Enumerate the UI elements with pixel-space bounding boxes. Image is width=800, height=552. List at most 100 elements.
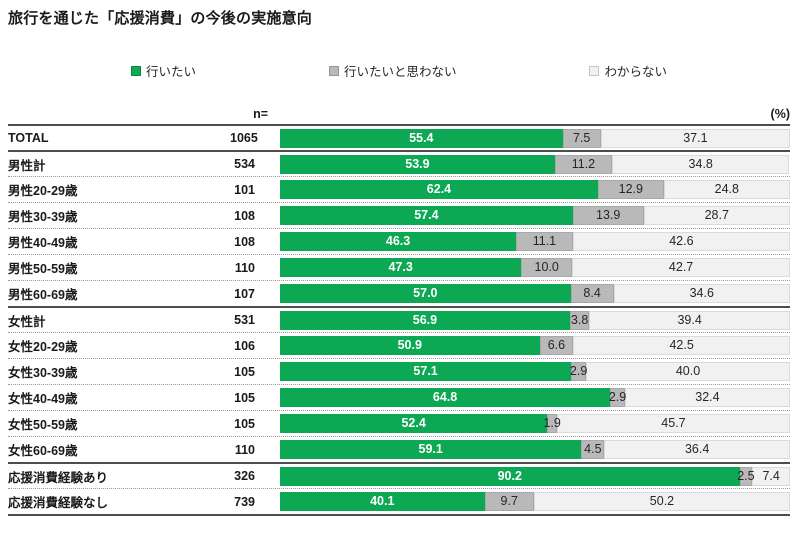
- stacked-bar: 47.3 10.0 42.7: [280, 258, 790, 277]
- row-n-value: 105: [234, 390, 255, 405]
- row-n-value: 739: [234, 494, 255, 509]
- segment-value: 11.2: [571, 156, 596, 171]
- chart-title: 旅行を通じた「応援消費」の今後の実施意向: [8, 10, 313, 27]
- segment-value: 42.7: [668, 260, 694, 275]
- row-label: 男性50-59歳: [8, 262, 78, 276]
- legend: 行いたい 行いたいと思わない わからない: [131, 61, 667, 80]
- bar-segment-not-want: 10.0: [521, 258, 573, 277]
- row-label: 女性計: [8, 314, 46, 329]
- segment-value: 9.7: [500, 494, 518, 509]
- row-n-value: 531: [234, 313, 255, 327]
- bar-segment-unknown: 40.0: [585, 362, 790, 381]
- segment-value: 59.1: [418, 442, 443, 457]
- bar-segment-want: 55.4: [280, 128, 563, 148]
- table-row: 女性計 531 56.9 3.8 39.4: [8, 306, 790, 332]
- row-label: 女性20-29歳: [8, 340, 78, 354]
- bar-segment-not-want: 9.7: [484, 492, 534, 511]
- row-n-value: 101: [234, 182, 255, 197]
- row-label: 男性40-49歳: [8, 236, 78, 250]
- bar-segment-unknown: 34.8: [611, 154, 790, 174]
- legend-item: わからない: [589, 61, 667, 80]
- stacked-bar: 46.3 11.1 42.6: [280, 232, 790, 251]
- bar-segment-not-want: 13.9: [572, 206, 644, 225]
- row-label: 応援消費経験なし: [8, 496, 109, 510]
- stacked-bar: 52.4 1.9 45.7: [280, 414, 790, 433]
- segment-value: 57.1: [413, 364, 438, 379]
- segment-value: 39.4: [677, 312, 702, 327]
- bar-segment-want: 59.1: [280, 440, 582, 459]
- row-label: 女性50-59歳: [8, 418, 78, 432]
- bar-segment-want: 50.9: [280, 336, 540, 355]
- legend-item: 行いたいと思わない: [328, 61, 457, 80]
- chart-rows: TOTAL 1065 55.4 7.5 37.1 男性計 534 53.9 11.2 34.8 男性…: [8, 124, 790, 516]
- stacked-bar: 90.2 2.5 7.4: [280, 466, 790, 486]
- stacked-bar: 50.9 6.6 42.5: [280, 336, 790, 355]
- bar-segment-not-want: 8.4: [570, 284, 614, 303]
- legend-label: 行いたい: [146, 65, 197, 79]
- segment-value: 11.1: [532, 234, 557, 249]
- bar-segment-want: 40.1: [280, 492, 485, 511]
- bar-segment-unknown: 7.4: [752, 466, 790, 486]
- legend-swatch-2: [589, 65, 600, 76]
- table-row: 応援消費経験なし 739 40.1 9.7 50.2: [8, 488, 790, 514]
- bar-segment-not-want: 4.5: [581, 440, 605, 459]
- bar-segment-unknown: 28.7: [643, 206, 790, 225]
- row-n-value: 107: [234, 286, 255, 301]
- segment-value: 28.7: [704, 208, 729, 223]
- row-label: 男性60-69歳: [8, 288, 78, 302]
- segment-value: 50.2: [649, 494, 675, 509]
- legend-swatch-0: [131, 65, 141, 76]
- segment-value: 34.8: [688, 156, 713, 171]
- row-label: 男性30-39歳: [8, 210, 78, 224]
- segment-value: 46.3: [385, 234, 411, 249]
- bar-segment-not-want: 1.9: [543, 414, 561, 433]
- segment-value: 62.4: [426, 182, 452, 197]
- table-row: 男性60-69歳 107 57.0 8.4 34.6: [8, 280, 790, 306]
- stacked-bar: 59.1 4.5 36.4: [280, 440, 790, 459]
- row-n-value: 326: [234, 469, 255, 483]
- percent-unit-label: (%): [770, 107, 790, 121]
- segment-value: 2.9: [569, 364, 588, 379]
- segment-value: 2.9: [608, 390, 627, 405]
- segment-value: 32.4: [695, 390, 720, 405]
- segment-value: 57.4: [414, 208, 439, 223]
- row-label: 女性30-39歳: [8, 366, 78, 380]
- segment-value: 7.5: [572, 130, 591, 145]
- bar-segment-unknown: 39.4: [589, 310, 790, 330]
- segment-value: 4.5: [584, 442, 602, 457]
- legend-label: わからない: [604, 65, 667, 79]
- row-label: 男性20-29歳: [8, 184, 78, 198]
- segment-value: 1.9: [543, 416, 561, 431]
- bar-segment-not-want: 7.5: [562, 128, 601, 148]
- stacked-bar: 57.1 2.9 40.0: [280, 362, 790, 381]
- row-label: 応援消費経験あり: [8, 470, 109, 485]
- segment-value: 3.8: [570, 312, 589, 327]
- bar-segment-not-want: 2.5: [737, 466, 755, 486]
- bar-segment-unknown: 50.2: [533, 492, 790, 511]
- stacked-bar: 57.0 8.4 34.6: [280, 284, 790, 303]
- segment-value: 13.9: [596, 208, 621, 223]
- segment-value: 47.3: [388, 260, 413, 275]
- table-row: 女性20-29歳 106 50.9 6.6 42.5: [8, 332, 790, 358]
- bar-segment-unknown: 37.1: [600, 128, 790, 148]
- bar-segment-want: 57.4: [280, 206, 573, 225]
- row-n-value: 108: [234, 234, 255, 249]
- bar-segment-unknown: 36.4: [604, 440, 790, 459]
- bar-segment-want: 90.2: [280, 466, 740, 486]
- bar-segment-want: 46.3: [280, 232, 517, 251]
- segment-value: 56.9: [412, 312, 438, 327]
- bar-segment-not-want: 2.9: [608, 388, 627, 407]
- bar-segment-want: 57.0: [280, 284, 571, 303]
- table-header: n= (%): [8, 104, 790, 124]
- segment-value: 34.6: [689, 286, 714, 301]
- segment-value: 64.8: [432, 390, 458, 405]
- segment-value: 6.6: [547, 338, 566, 353]
- legend-label: 行いたいと思わない: [343, 65, 457, 79]
- segment-value: 50.9: [397, 338, 422, 353]
- bar-segment-want: 52.4: [280, 414, 548, 433]
- table-row: TOTAL 1065 55.4 7.5 37.1: [8, 124, 790, 150]
- bar-segment-not-want: 2.9: [569, 362, 588, 381]
- bar-segment-not-want: 11.2: [554, 154, 612, 174]
- bar-segment-unknown: 24.8: [663, 180, 790, 199]
- segment-value: 12.9: [618, 182, 643, 197]
